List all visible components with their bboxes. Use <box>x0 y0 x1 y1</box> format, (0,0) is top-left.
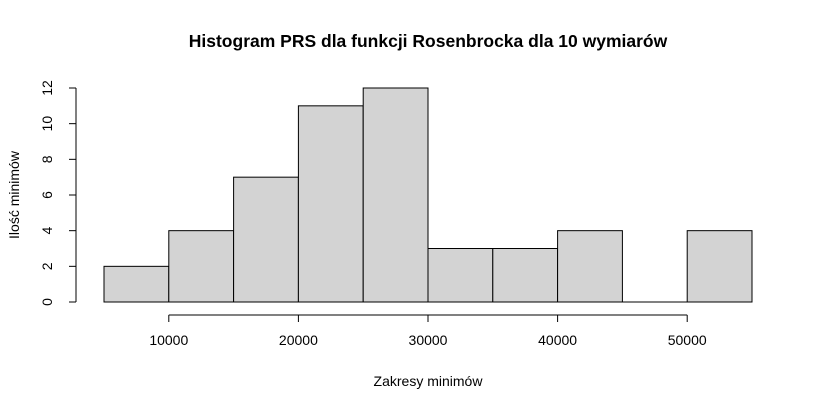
histogram-bar <box>233 176 299 303</box>
y-tick-label: 4 <box>39 227 55 235</box>
x-axis-title: Zakresy minimów <box>374 373 484 389</box>
chart-title: Histogram PRS dla funkcji Rosenbrocka dl… <box>189 31 668 51</box>
histogram-bar <box>168 230 235 303</box>
y-axis-title: Ilość minimów <box>6 150 22 239</box>
x-tick-label: 50000 <box>668 332 707 348</box>
y-axis: 0 2 4 6 8 10 12 <box>39 80 77 306</box>
histogram-bar <box>686 230 753 303</box>
y-tick-label: 12 <box>39 80 55 96</box>
x-tick-label: 20000 <box>279 332 318 348</box>
y-tick-label: 2 <box>39 262 55 270</box>
x-tick-label: 30000 <box>409 332 448 348</box>
x-axis: 10000 20000 30000 40000 50000 <box>149 314 707 348</box>
histogram-bar <box>362 87 429 303</box>
histogram-bar <box>297 105 364 303</box>
y-tick-label: 8 <box>39 155 55 163</box>
histogram-bar <box>557 230 623 303</box>
histogram-bar <box>103 265 170 303</box>
histogram-bar <box>492 248 559 303</box>
histogram-bar <box>427 248 494 303</box>
y-tick-label: 10 <box>39 116 55 132</box>
y-tick-label: 6 <box>39 191 55 199</box>
x-tick-label: 10000 <box>149 332 188 348</box>
bars-group <box>103 87 753 303</box>
y-tick-label: 0 <box>39 298 55 306</box>
x-tick-label: 40000 <box>538 332 577 348</box>
